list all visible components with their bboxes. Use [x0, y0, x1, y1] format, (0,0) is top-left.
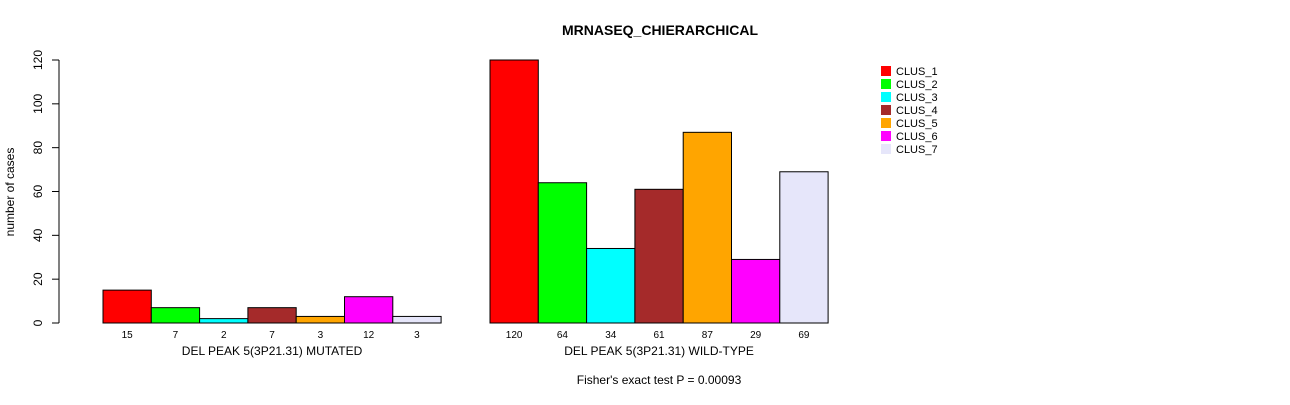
bar-value-label: 64	[557, 330, 569, 341]
bar-value-label: 2	[221, 330, 227, 341]
legend-swatch	[881, 144, 891, 154]
bar-value-label: 15	[122, 330, 134, 341]
bar-value-label: 61	[653, 330, 665, 341]
bar-clus_6	[731, 258, 781, 324]
group-label: DEL PEAK 5(3P21.31) WILD-TYPE	[564, 344, 754, 358]
y-tick-label: 40	[31, 228, 45, 242]
legend-swatch	[881, 105, 891, 115]
bar-clus_2	[537, 182, 588, 324]
y-tick-label: 60	[31, 185, 45, 199]
legend-swatch	[881, 118, 891, 128]
bar-clus_4	[634, 188, 684, 324]
bar-clus_4	[247, 307, 297, 324]
legend-label: CLUS_4	[896, 105, 938, 117]
bar-value-label: 29	[750, 330, 762, 341]
y-tick-label: 0	[31, 319, 45, 326]
y-axis: 0 20 40 60 80 100 120	[31, 50, 60, 326]
legend-label: CLUS_5	[896, 118, 938, 130]
legend-label: CLUS_6	[896, 131, 938, 143]
legend-label: CLUS_3	[896, 92, 938, 104]
bar-value-label: 3	[318, 330, 324, 341]
legend-swatch	[881, 92, 891, 102]
legend-swatch	[881, 131, 891, 141]
bar-clus_3	[586, 247, 636, 324]
bar-value-label: 7	[269, 330, 275, 341]
legend-label: CLUS_1	[896, 66, 938, 78]
footnote: Fisher's exact test P = 0.00093	[577, 373, 742, 387]
bar-value-label: 120	[506, 330, 523, 341]
y-axis-label: number of cases	[3, 148, 17, 237]
legend: CLUS_1CLUS_2CLUS_3CLUS_4CLUS_5CLUS_6CLUS…	[881, 66, 938, 156]
bar-value-label: 3	[414, 330, 420, 341]
bar-clus_6	[344, 296, 394, 324]
bar-clus_7	[779, 171, 829, 324]
bar-value-label: 7	[173, 330, 179, 341]
bars: 15 7 2 7 3 12 3 DEL PEAK 5(3P21.31) MUTATED 120 6…	[102, 59, 829, 358]
bar-clus_7	[392, 315, 442, 324]
y-tick-label: 20	[31, 272, 45, 286]
bar-clus_1	[489, 59, 539, 324]
bar-value-label: 12	[363, 330, 375, 341]
y-tick-label: 100	[31, 94, 45, 114]
group-label: DEL PEAK 5(3P21.31) MUTATED	[182, 344, 363, 358]
legend-label: CLUS_7	[896, 144, 938, 156]
chart-title: MRNASEQ_CHIERARCHICAL	[562, 22, 758, 38]
y-tick-label: 80	[31, 141, 45, 155]
bar-clus_5	[295, 315, 346, 324]
legend-swatch	[881, 79, 891, 89]
bar-clus_3	[199, 318, 249, 324]
bar-value-label: 34	[605, 330, 617, 341]
bar-clus_1	[102, 289, 152, 324]
bar-value-label: 87	[702, 330, 714, 341]
y-tick-label: 120	[31, 50, 45, 70]
bar-clus_2	[150, 307, 201, 324]
legend-label: CLUS_2	[896, 79, 938, 91]
legend-swatch	[881, 66, 891, 76]
bar-value-label: 69	[798, 330, 810, 341]
bar-clus_5	[682, 131, 733, 324]
